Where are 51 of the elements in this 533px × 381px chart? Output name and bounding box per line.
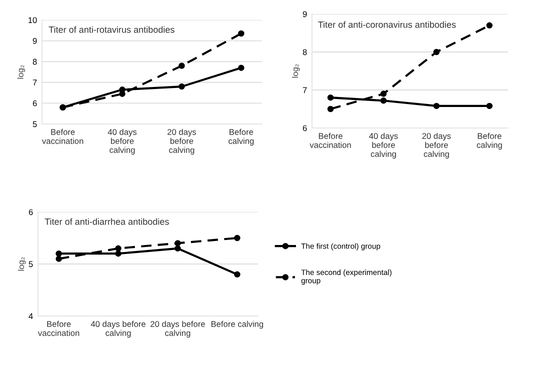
y-tick-label: 10 (28, 17, 37, 24)
x-tick-label: Before calving (476, 132, 502, 150)
y-tick-label: 7 (32, 80, 37, 86)
x-tick-label: 20 days before calving (168, 128, 196, 155)
point (327, 94, 334, 101)
point (115, 250, 122, 257)
y-tick-label: 6 (28, 209, 33, 216)
y-axis-title: log₂ (17, 65, 26, 79)
point (178, 62, 185, 69)
point (486, 102, 493, 110)
y-tick-label: 8 (32, 58, 37, 65)
x-tick-label: 20 days before calving (150, 320, 205, 338)
y-tick-label: 4 (28, 313, 33, 320)
y-tick-label: 6 (32, 100, 37, 106)
x-tick-label: Before vaccination (42, 128, 84, 144)
point (327, 106, 334, 112)
x-tick-label: 40 days before calving (90, 320, 146, 338)
point (380, 98, 387, 104)
point (380, 90, 387, 97)
y-tick-label: 6 (302, 125, 307, 132)
x-tick-label: Before calving (211, 320, 264, 329)
x-tick-label: Before vaccination (310, 132, 351, 148)
text: Titer of anti-diarrhea antibodies (44, 218, 169, 225)
point (178, 83, 185, 90)
y-tick-label: 7 (302, 87, 307, 94)
point (238, 64, 244, 71)
x-tick-label: 40 days before calving (108, 128, 137, 155)
point (115, 245, 122, 252)
x-tick-label: Before calving (228, 128, 254, 146)
y-tick-label: 8 (302, 49, 307, 56)
text: Titer of anti-rotavirus antibodies (48, 26, 174, 33)
point (234, 234, 240, 242)
point (238, 30, 244, 37)
y-axis-title: log₂ (292, 64, 300, 78)
point (486, 22, 493, 29)
x-tick-label: Before vaccination (38, 320, 80, 336)
y-tick-label: 9 (302, 11, 307, 18)
point (174, 245, 181, 252)
y-axis-title: log₂ (18, 257, 26, 271)
text: Titer of anti-coronavirus antibodies (318, 21, 456, 28)
point (433, 102, 440, 110)
y-tick-label: 5 (32, 121, 37, 128)
point (56, 250, 62, 257)
point (174, 240, 181, 246)
x-tick-label: 20 days before calving (422, 132, 451, 159)
y-tick-label: 9 (32, 38, 37, 44)
y-tick-label: 5 (28, 261, 33, 268)
x-tick-label: 40 days before calving (369, 132, 398, 159)
point (56, 256, 62, 262)
point (234, 271, 240, 278)
point (433, 48, 440, 56)
